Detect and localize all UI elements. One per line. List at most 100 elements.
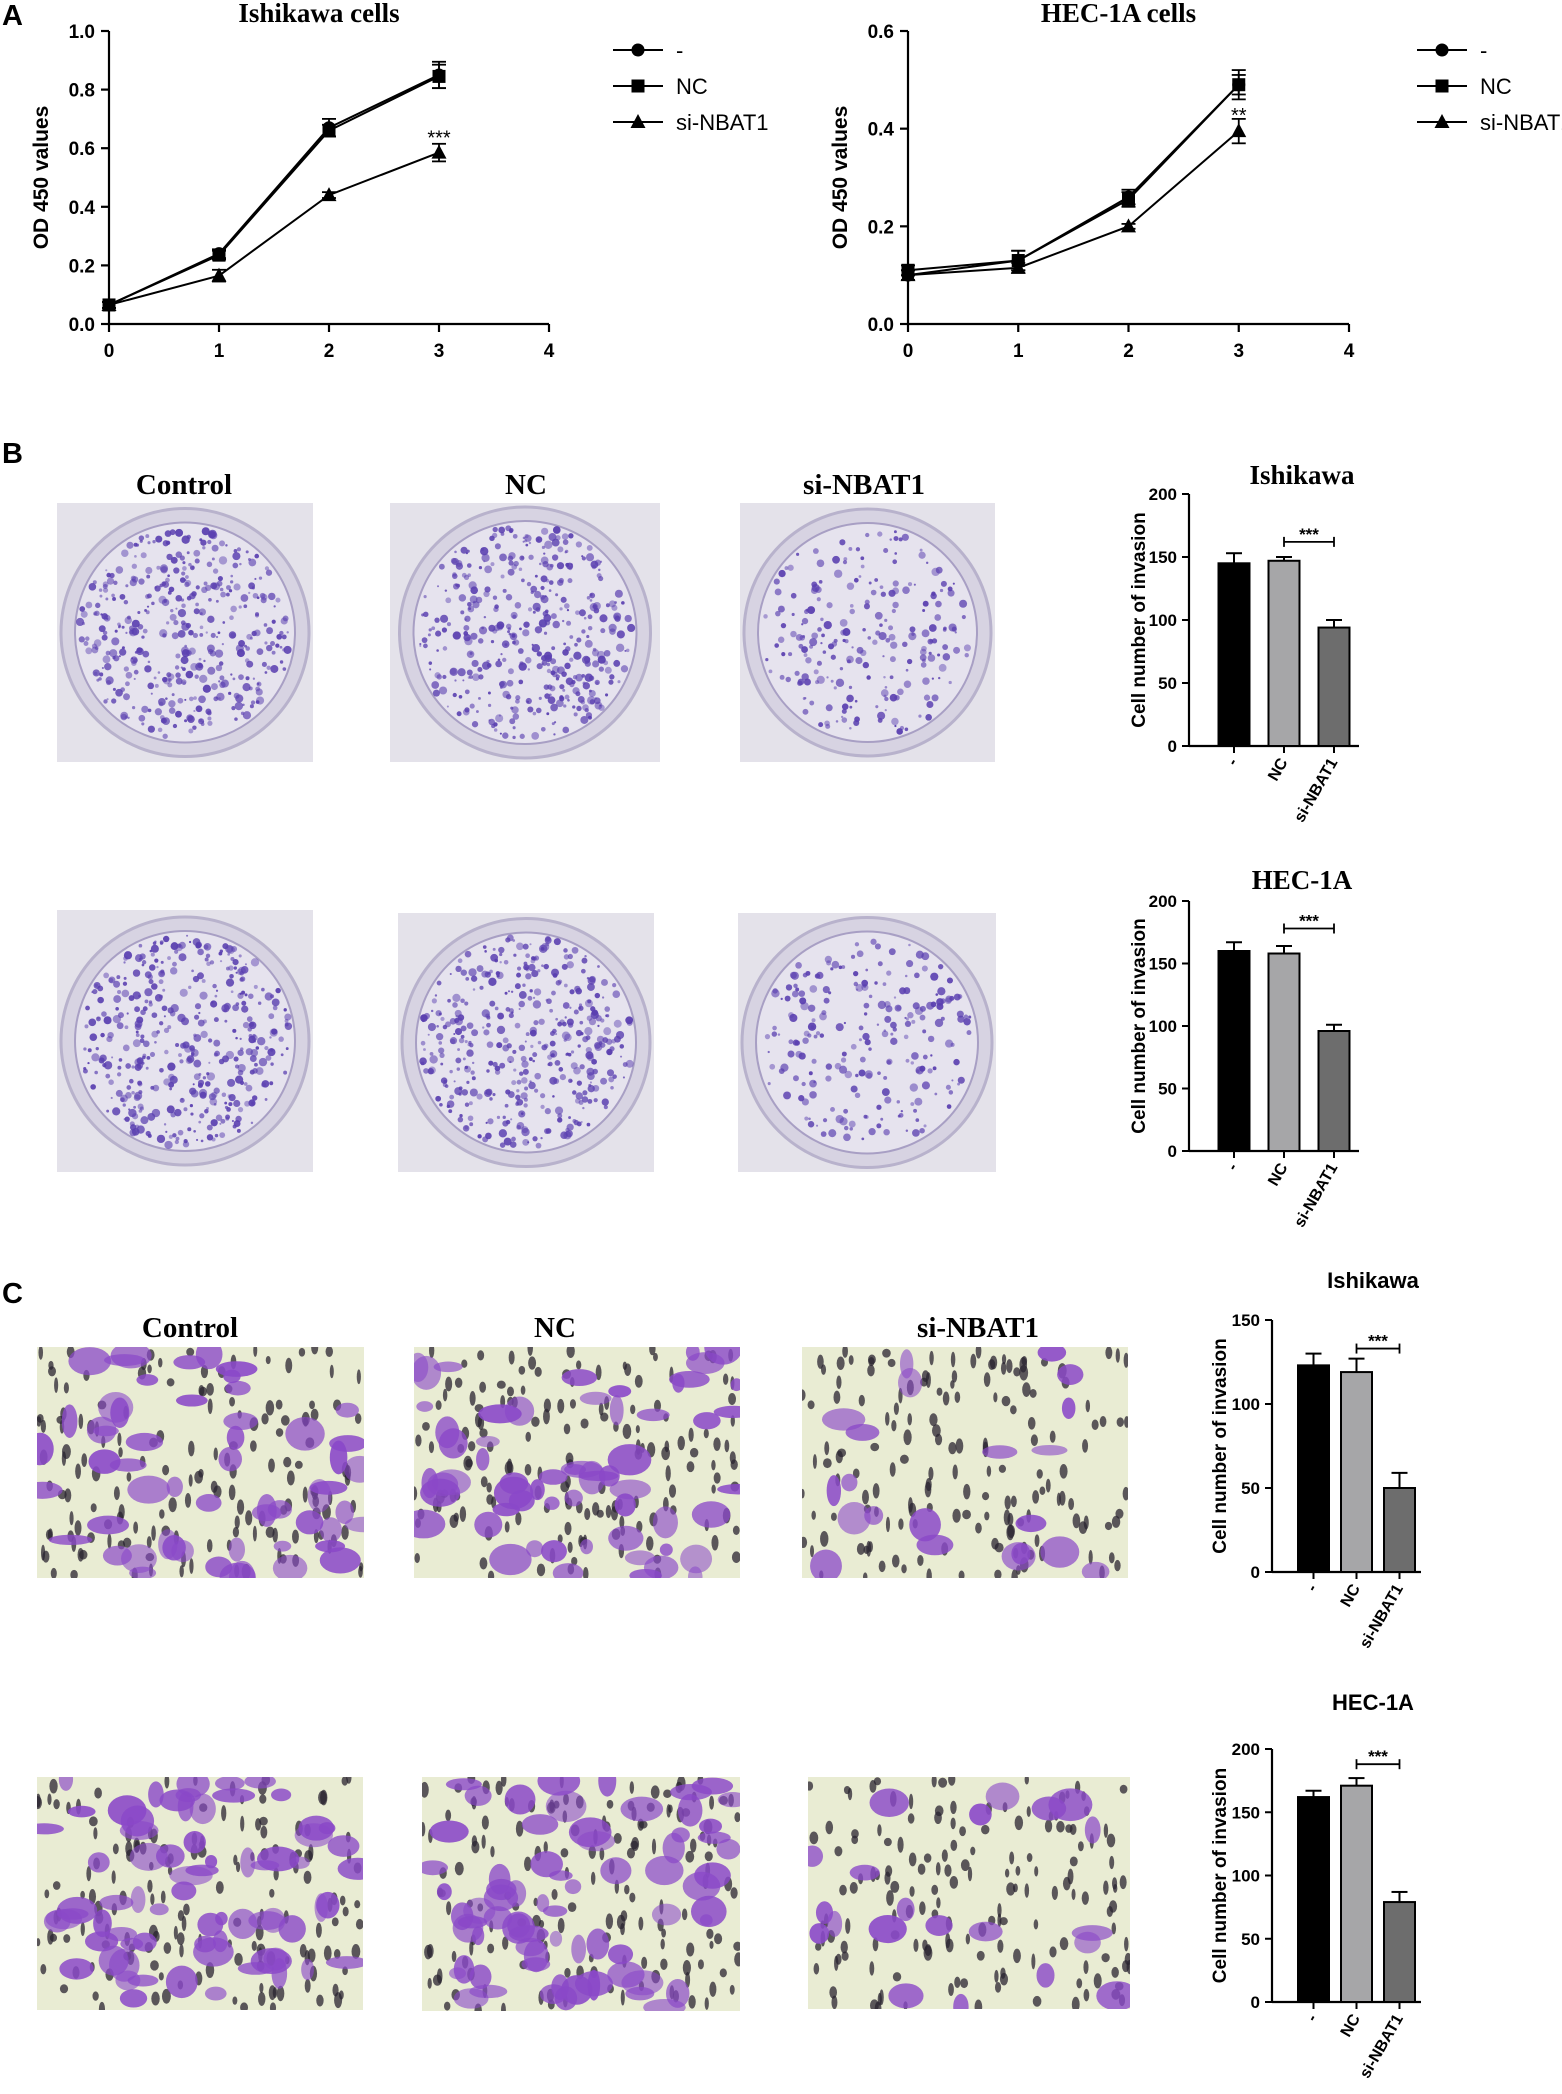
bar xyxy=(1217,562,1251,747)
colony-spot xyxy=(218,680,221,683)
colony-spot xyxy=(591,1058,597,1065)
membrane-pore xyxy=(949,1876,959,1889)
colony-spot xyxy=(173,620,179,626)
colony-spot xyxy=(858,1025,864,1031)
colony-spot xyxy=(764,1034,771,1040)
colony-spot xyxy=(230,632,236,639)
membrane-pore xyxy=(1059,1490,1066,1506)
colony-spot xyxy=(862,1032,870,1041)
colony-spot xyxy=(194,674,199,679)
membrane-pore xyxy=(909,1886,915,1897)
membrane-pore xyxy=(316,1994,324,2007)
colony-spot xyxy=(172,961,177,967)
colony-spot xyxy=(554,1032,558,1036)
colony-spot xyxy=(181,535,190,544)
membrane-pore xyxy=(605,1913,614,1930)
colony-spot xyxy=(856,646,864,654)
colony-spot xyxy=(128,995,135,1001)
colony-spot xyxy=(175,528,184,537)
colony-spot xyxy=(519,627,522,631)
colony-spot xyxy=(195,585,200,590)
invaded-cell xyxy=(99,1894,134,1911)
invaded-cell xyxy=(693,1412,721,1430)
colony-spot xyxy=(230,580,234,584)
colony-spot xyxy=(265,1055,272,1061)
colony-spot xyxy=(253,984,258,989)
colony-spot xyxy=(811,632,819,640)
colony-spot xyxy=(232,677,236,681)
colony-spot xyxy=(504,1103,509,1108)
membrane-pore xyxy=(479,1381,487,1393)
membrane-pore xyxy=(849,1882,858,1894)
invaded-cell xyxy=(552,1563,584,1578)
colony-spot xyxy=(492,595,498,600)
colony-spot xyxy=(261,987,265,992)
colony-spot xyxy=(233,1099,241,1108)
series-line xyxy=(907,84,1240,272)
colony-spot xyxy=(207,716,212,721)
colony-spot xyxy=(225,544,228,547)
colony-spot xyxy=(846,694,854,703)
colony-spot xyxy=(490,639,495,644)
membrane-pore xyxy=(650,1785,660,1799)
colony-spot xyxy=(488,977,497,986)
colony-spot xyxy=(516,972,522,978)
membrane-pore xyxy=(292,1529,299,1544)
colony-spot xyxy=(471,659,479,667)
colony-spot xyxy=(206,1072,216,1081)
colony-spot xyxy=(252,677,256,680)
membrane-pore xyxy=(480,1476,488,1488)
colony-spot xyxy=(159,1067,164,1073)
colony-spot xyxy=(436,980,442,986)
colony-spot xyxy=(547,684,553,690)
colony-spot xyxy=(584,999,593,1008)
colony-spot xyxy=(810,1025,815,1030)
invaded-cell xyxy=(175,1394,208,1407)
colony-spot xyxy=(884,618,888,622)
colony-spot xyxy=(479,985,484,990)
colony-spot xyxy=(863,1114,868,1119)
membrane-pore xyxy=(569,1399,576,1409)
colony-spot xyxy=(446,622,452,627)
colony-spot xyxy=(196,972,204,980)
colony-spot xyxy=(236,1128,241,1133)
colony-spot xyxy=(438,563,445,570)
colony-spot xyxy=(796,552,800,556)
colony-spot xyxy=(577,1044,581,1048)
colony-spot xyxy=(516,966,522,971)
colony-spot xyxy=(510,706,514,710)
membrane-pore xyxy=(318,1790,327,1805)
colony-spot xyxy=(165,1130,168,1133)
colony-spot xyxy=(85,647,93,655)
membrane-pore xyxy=(697,1959,704,1970)
colony-spot xyxy=(583,616,587,620)
invaded-cell xyxy=(607,1944,634,1965)
membrane-pore xyxy=(820,1530,829,1547)
colony-spot xyxy=(179,577,186,583)
membrane-pore xyxy=(490,1845,495,1858)
colony-spot xyxy=(803,653,808,657)
colony-spot xyxy=(536,651,542,657)
membrane-pore xyxy=(272,1987,278,1999)
colony-spot xyxy=(522,629,530,637)
colony-spot xyxy=(112,597,116,601)
colony-spot xyxy=(181,571,186,576)
colony-spot xyxy=(147,1113,156,1121)
colony-spot xyxy=(220,1118,226,1124)
membrane-pore xyxy=(951,1370,958,1383)
colony-spot xyxy=(521,1126,529,1134)
x-tick-label: 3 xyxy=(1233,341,1244,362)
colony-spot xyxy=(781,652,786,657)
colony-spot xyxy=(904,1016,907,1020)
colony-spot xyxy=(532,1059,535,1063)
membrane-pore xyxy=(168,1497,177,1513)
colony-spot xyxy=(603,1105,608,1110)
colony-spot xyxy=(900,1109,904,1113)
colony-spot xyxy=(162,581,170,588)
membrane-pore xyxy=(92,1991,99,2001)
colony-spot xyxy=(825,704,833,712)
colony-spot xyxy=(862,661,870,669)
colony-spot xyxy=(206,961,211,967)
colony-spot xyxy=(543,552,546,555)
micrograph-illustration xyxy=(808,1777,1130,2009)
